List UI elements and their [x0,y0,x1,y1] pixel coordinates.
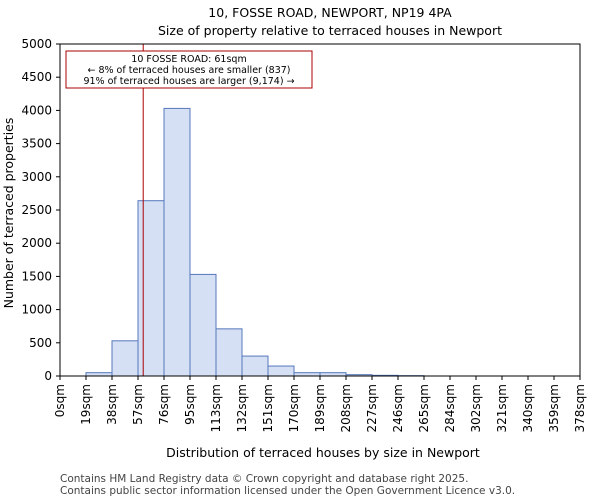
x-tick-label: 359sqm [547,384,561,432]
x-tick-label: 95sqm [183,384,197,425]
y-tick-label: 3000 [21,170,52,184]
annotation-line-1: 10 FOSSE ROAD: 61sqm [131,54,246,65]
x-tick-label: 246sqm [391,384,405,432]
x-tick-label: 151sqm [261,384,275,432]
x-tick-label: 321sqm [495,384,509,432]
x-tick-label: 302sqm [469,384,483,432]
annotation-frame [65,50,313,89]
y-ticks: 0 500 1000 1500 2000 2500 3000 3500 4000 4500 5000 [21,37,60,383]
x-tick-label: 170sqm [287,384,301,432]
annotation-line-2: ← 8% of terraced houses are smaller (837… [87,65,290,76]
x-axis-label: Distribution of terraced houses by size … [166,445,480,460]
x-tick-label: 189sqm [313,384,327,432]
bar-57sqm [137,200,165,377]
y-tick-label: 3500 [21,137,52,151]
y-tick-label: 1000 [21,303,52,317]
bar-38sqm [111,340,139,377]
chart-subtitle: Size of property relative to terraced ho… [158,23,502,38]
x-tick-label: 265sqm [417,384,431,432]
bars-group [85,107,425,377]
bar-113sqm [215,328,243,377]
x-tick-label: 284sqm [443,384,457,432]
x-tick-label: 227sqm [365,384,379,432]
x-tick-label: 19sqm [79,384,93,425]
chart-title: 10, FOSSE ROAD, NEWPORT, NP19 4PA [208,5,452,20]
x-ticks: 0sqm 19sqm 38sqm 57sqm 76sqm 95sqm 113sqm 132sq… [53,376,587,432]
y-tick-label: 2000 [21,236,52,250]
x-tick-label: 340sqm [521,384,535,432]
x-tick-label: 113sqm [209,384,223,432]
y-axis-label: Number of terraced properties [1,118,16,309]
y-tick-label: 500 [29,336,52,350]
x-tick-label: 132sqm [235,384,249,432]
x-tick-label: 76sqm [157,384,171,425]
y-tick-label: 4500 [21,70,52,84]
y-tick-label: 0 [44,369,52,383]
footer-line-2: Contains public sector information licen… [60,485,515,497]
y-tick-label: 4000 [21,103,52,117]
x-tick-label: 378sqm [573,384,587,432]
bar-76sqm [163,107,191,377]
x-tick-label: 38sqm [105,384,119,425]
annotation-box: 10 FOSSE ROAD: 61sqm ← 8% of terraced ho… [65,50,313,89]
y-tick-label: 2500 [21,203,52,217]
bar-132sqm [241,355,269,377]
x-tick-label: 57sqm [131,384,145,425]
annotation-line-3: 91% of terraced houses are larger (9,174… [83,76,294,87]
y-tick-label: 1500 [21,269,52,283]
x-tick-label: 0sqm [53,384,67,417]
x-tick-label: 208sqm [339,384,353,432]
footer-line-1: Contains HM Land Registry data © Crown c… [60,473,468,485]
bar-95sqm [189,273,217,377]
bar-151sqm [267,365,295,377]
y-tick-label: 5000 [21,37,52,51]
